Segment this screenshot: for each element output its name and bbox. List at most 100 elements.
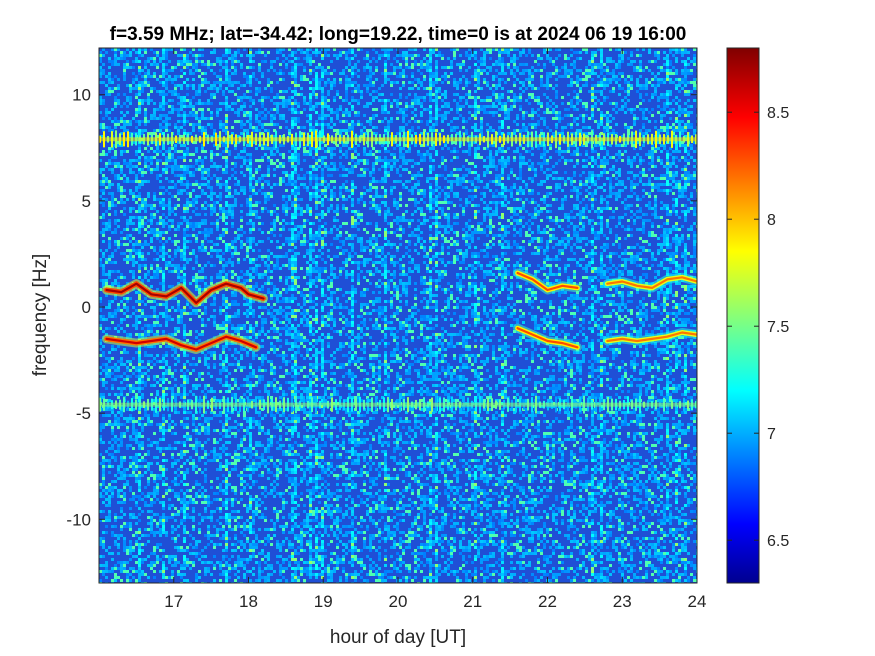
noise-cell <box>177 534 180 537</box>
noise-cell <box>108 129 111 132</box>
noise-cell <box>135 75 138 78</box>
noise-cell <box>123 348 126 351</box>
noise-cell <box>276 48 279 51</box>
noise-cell <box>255 453 258 456</box>
noise-cell <box>285 306 288 309</box>
noise-cell <box>231 528 234 531</box>
noise-cell <box>255 168 258 171</box>
noise-cell <box>225 420 228 423</box>
noise-cell <box>102 201 105 204</box>
noise-cell <box>225 162 228 165</box>
noise-cell <box>132 87 135 90</box>
noise-cell <box>171 297 174 300</box>
noise-cell <box>222 321 225 324</box>
noise-cell <box>117 225 120 228</box>
noise-cell <box>234 60 237 63</box>
noise-cell <box>267 81 270 84</box>
noise-cell <box>123 498 126 501</box>
noise-cell <box>210 204 213 207</box>
noise-cell <box>198 246 201 249</box>
noise-cell <box>183 243 186 246</box>
noise-cell <box>285 204 288 207</box>
noise-cell <box>183 105 186 108</box>
noise-cell <box>99 258 102 261</box>
noise-cell <box>213 543 216 546</box>
noise-cell <box>258 423 261 426</box>
noise-cell <box>165 57 168 60</box>
noise-cell <box>150 531 153 534</box>
noise-cell <box>225 120 228 123</box>
noise-cell <box>144 228 147 231</box>
noise-cell <box>108 90 111 93</box>
noise-cell <box>150 264 153 267</box>
noise-cell <box>111 453 114 456</box>
noise-cell <box>243 435 246 438</box>
noise-cell <box>279 63 282 66</box>
noise-cell <box>279 222 282 225</box>
noise-cell <box>252 99 255 102</box>
noise-cell <box>198 222 201 225</box>
noise-cell <box>231 543 234 546</box>
noise-cell <box>165 447 168 450</box>
noise-cell <box>216 324 219 327</box>
noise-cell <box>138 162 141 165</box>
noise-cell <box>264 153 267 156</box>
noise-cell <box>186 507 189 510</box>
noise-cell <box>195 384 198 387</box>
noise-cell <box>210 93 213 96</box>
noise-cell <box>114 282 117 285</box>
noise-cell <box>246 525 249 528</box>
noise-cell <box>171 453 174 456</box>
noise-cell <box>249 240 252 243</box>
noise-cell <box>117 534 120 537</box>
noise-cell <box>168 159 171 162</box>
noise-cell <box>210 210 213 213</box>
noise-cell <box>213 135 216 138</box>
noise-cell <box>177 141 180 144</box>
noise-cell <box>195 495 198 498</box>
noise-cell <box>99 96 102 99</box>
noise-cell <box>225 321 228 324</box>
noise-cell <box>162 282 165 285</box>
noise-cell <box>156 174 159 177</box>
noise-cell <box>201 159 204 162</box>
noise-cell <box>99 102 102 105</box>
noise-cell <box>174 66 177 69</box>
noise-cell <box>213 144 216 147</box>
noise-cell <box>159 219 162 222</box>
noise-cell <box>150 168 153 171</box>
noise-cell <box>99 300 102 303</box>
noise-cell <box>279 267 282 270</box>
noise-cell <box>246 222 249 225</box>
noise-cell <box>249 48 252 51</box>
noise-cell <box>204 417 207 420</box>
noise-cell <box>243 573 246 576</box>
noise-cell <box>126 48 129 51</box>
noise-cell <box>120 489 123 492</box>
noise-cell <box>135 240 138 243</box>
noise-cell <box>225 453 228 456</box>
noise-cell <box>183 150 186 153</box>
noise-cell <box>120 432 123 435</box>
noise-cell <box>126 420 129 423</box>
noise-cell <box>150 564 153 567</box>
noise-cell <box>255 159 258 162</box>
noise-cell <box>138 195 141 198</box>
noise-cell <box>264 306 267 309</box>
noise-cell <box>204 81 207 84</box>
noise-cell <box>198 456 201 459</box>
noise-cell <box>195 225 198 228</box>
noise-cell <box>114 270 117 273</box>
noise-cell <box>213 396 216 399</box>
noise-cell <box>174 537 177 540</box>
noise-cell <box>264 117 267 120</box>
noise-cell <box>249 456 252 459</box>
noise-cell <box>219 192 222 195</box>
noise-cell <box>177 93 180 96</box>
noise-cell <box>132 513 135 516</box>
noise-cell <box>165 429 168 432</box>
noise-cell <box>216 81 219 84</box>
noise-cell <box>144 81 147 84</box>
noise-cell <box>246 474 249 477</box>
noise-cell <box>168 333 171 336</box>
